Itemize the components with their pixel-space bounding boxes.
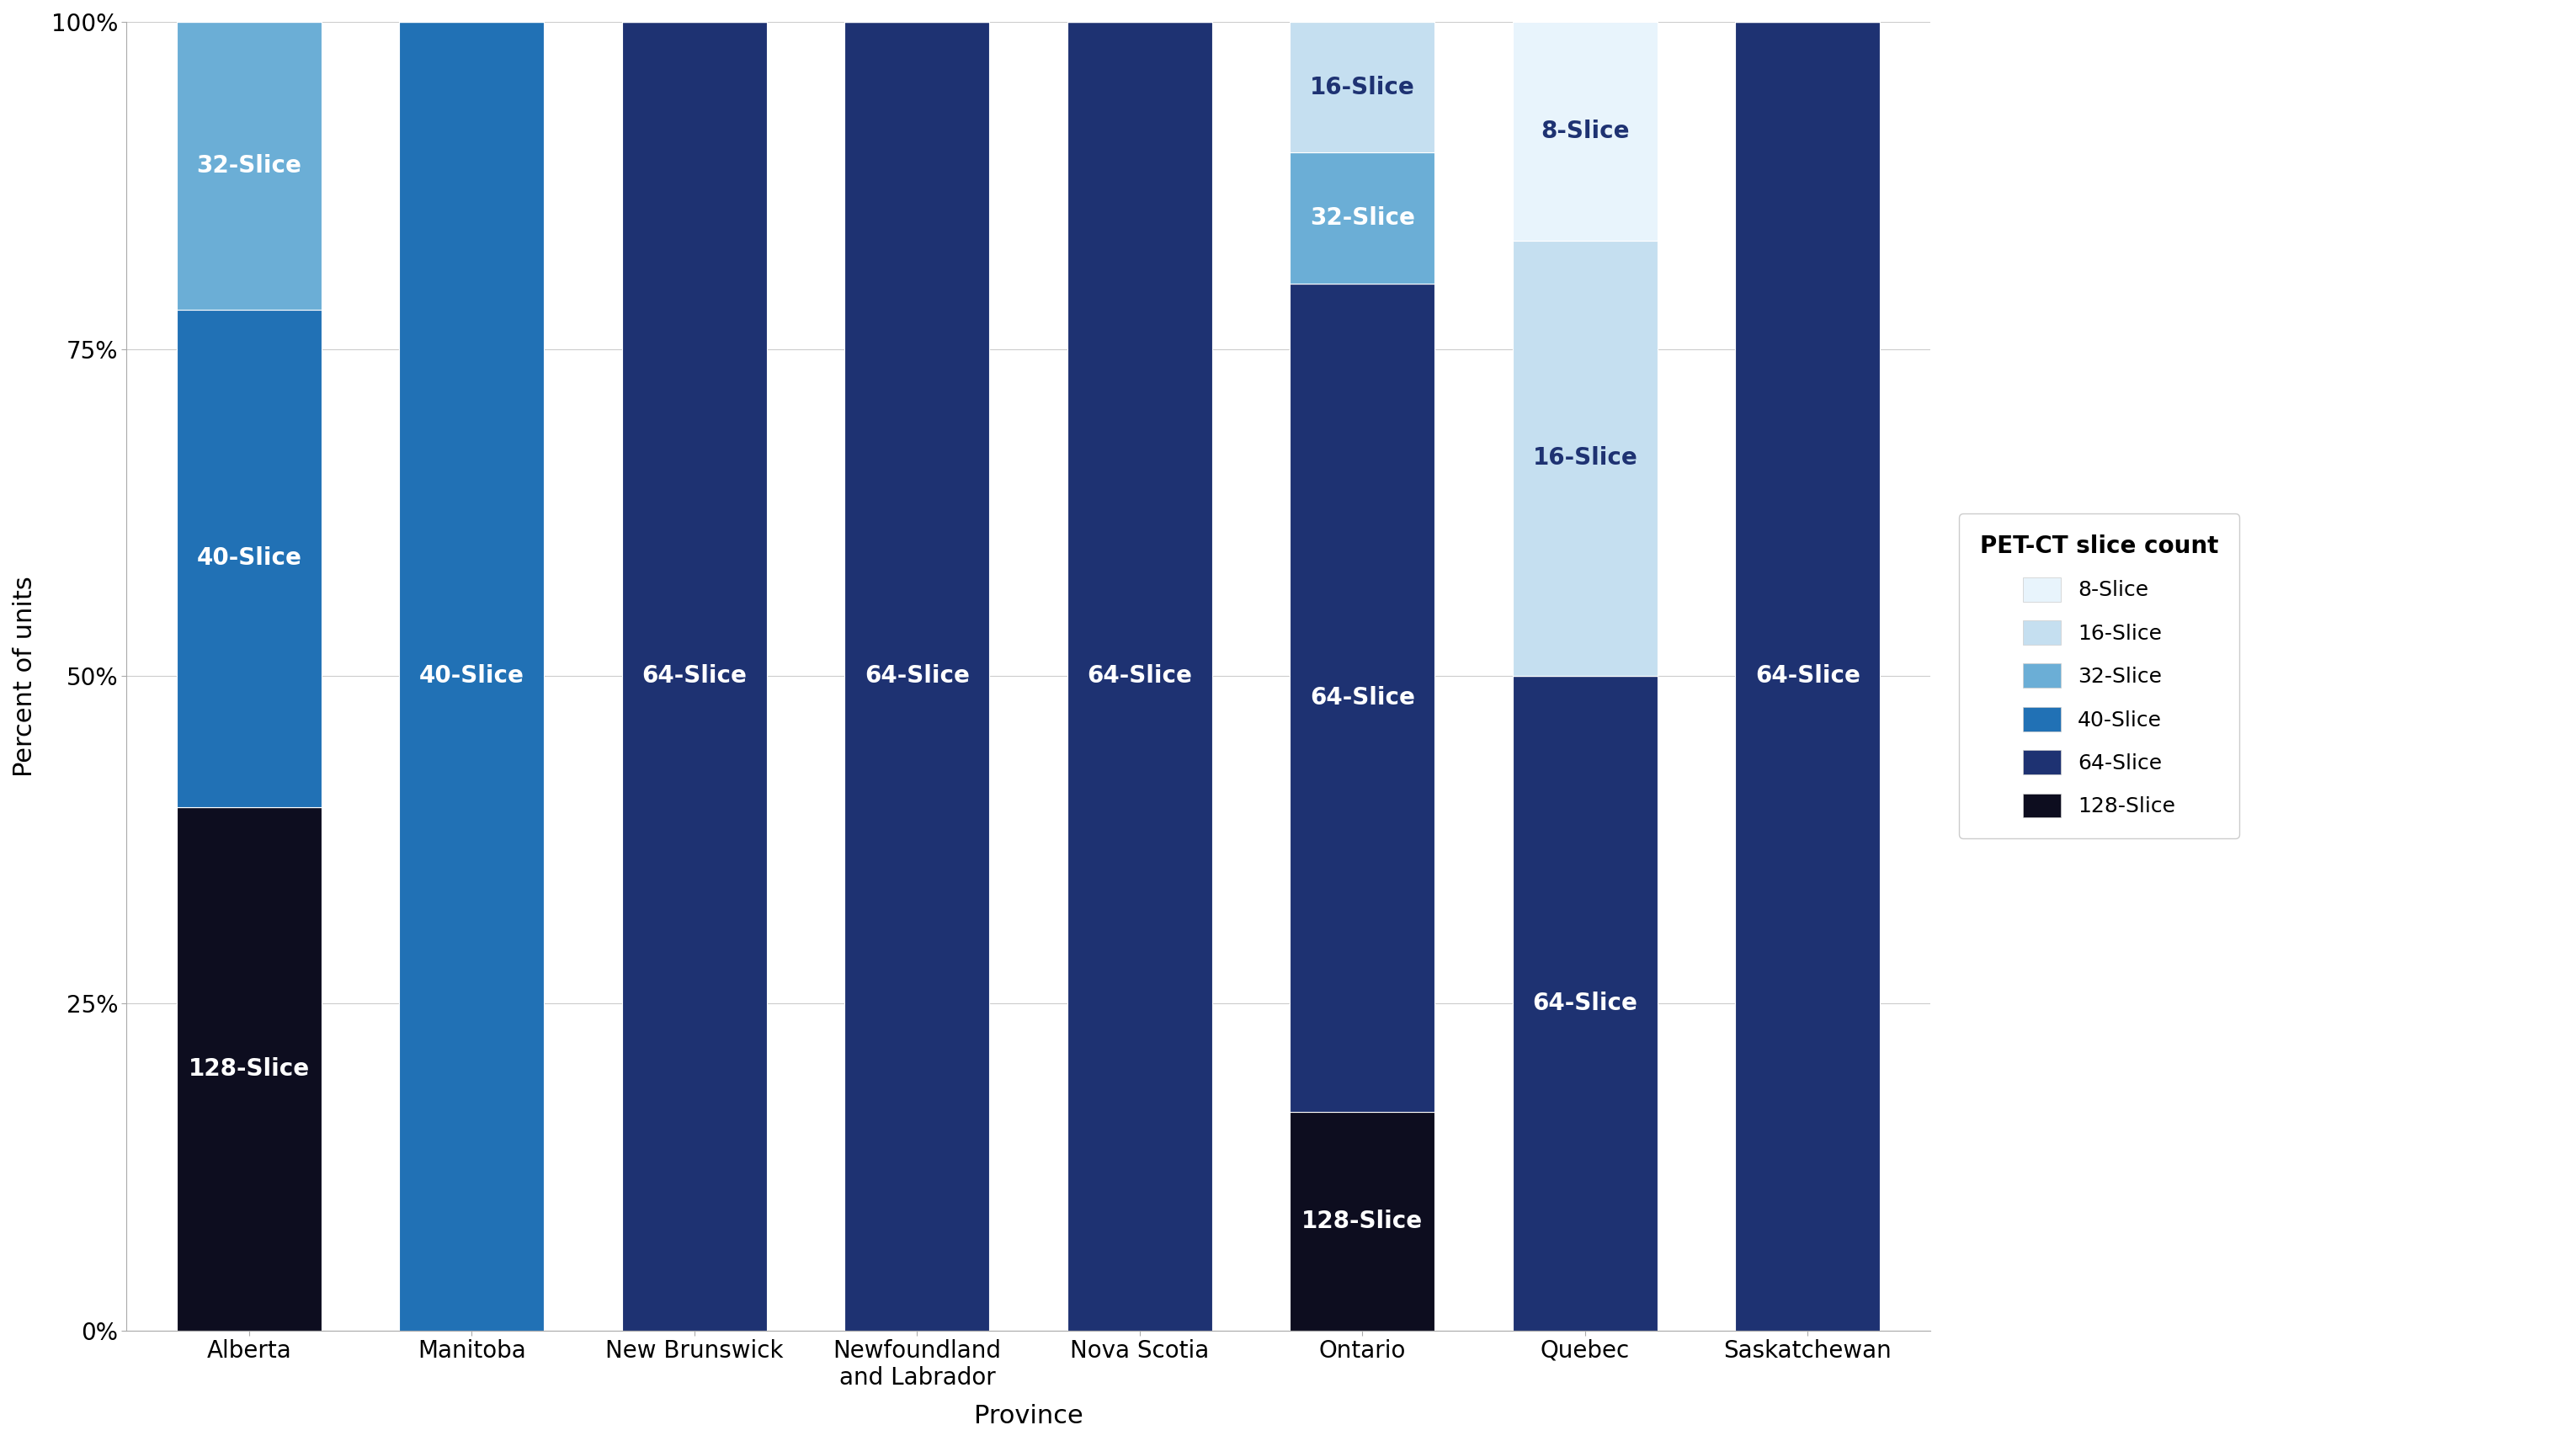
Bar: [178, 807, 322, 1330]
Bar: [1736, 22, 1880, 1330]
Bar: [1291, 153, 1435, 284]
Text: 40-Slice: 40-Slice: [196, 546, 301, 571]
Text: 64-Slice: 64-Slice: [1087, 664, 1193, 687]
Text: 16-Slice: 16-Slice: [1533, 447, 1638, 470]
Text: 128-Slice: 128-Slice: [188, 1056, 309, 1081]
Bar: [1512, 22, 1656, 241]
Text: 8-Slice: 8-Slice: [1540, 120, 1631, 143]
Bar: [1512, 241, 1656, 676]
Bar: [1066, 22, 1213, 1330]
Text: 64-Slice: 64-Slice: [866, 664, 969, 687]
X-axis label: Province: Province: [974, 1404, 1082, 1428]
Bar: [845, 22, 989, 1330]
Y-axis label: Percent of units: Percent of units: [13, 575, 36, 777]
Text: 64-Slice: 64-Slice: [1754, 664, 1860, 687]
Bar: [1291, 1112, 1435, 1330]
Bar: [399, 22, 544, 1330]
Legend: 8-Slice, 16-Slice, 32-Slice, 40-Slice, 64-Slice, 128-Slice: 8-Slice, 16-Slice, 32-Slice, 40-Slice, 6…: [1958, 513, 2239, 839]
Text: 128-Slice: 128-Slice: [1301, 1209, 1422, 1233]
Text: 64-Slice: 64-Slice: [1533, 991, 1638, 1014]
Bar: [621, 22, 768, 1330]
Bar: [178, 22, 322, 310]
Bar: [1291, 22, 1435, 153]
Text: 32-Slice: 32-Slice: [1309, 206, 1414, 231]
Bar: [1512, 676, 1656, 1330]
Text: 40-Slice: 40-Slice: [420, 664, 526, 687]
Text: 32-Slice: 32-Slice: [196, 154, 301, 177]
Text: 16-Slice: 16-Slice: [1311, 75, 1414, 99]
Text: 64-Slice: 64-Slice: [1309, 686, 1414, 709]
Text: 64-Slice: 64-Slice: [641, 664, 747, 687]
Bar: [178, 310, 322, 807]
Bar: [1291, 284, 1435, 1112]
